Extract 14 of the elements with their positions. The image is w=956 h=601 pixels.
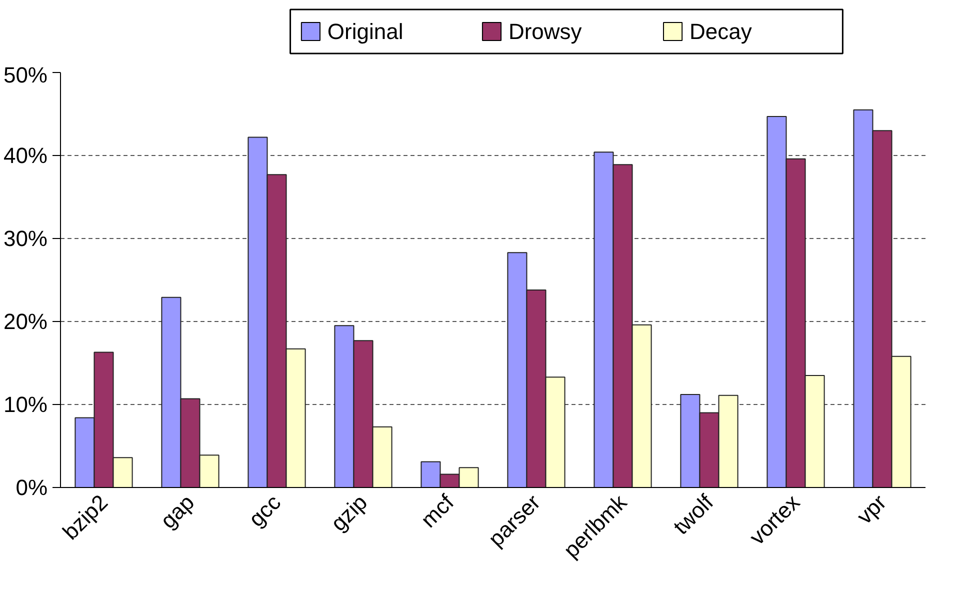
y-tick-label: 20% [3, 309, 48, 334]
x-tick-label: gzip [326, 490, 372, 536]
legend-label: Decay [690, 19, 752, 44]
y-tick-label: 0% [16, 475, 48, 500]
y-tick-label: 10% [3, 392, 48, 417]
y-tick-label: 40% [3, 143, 48, 168]
legend-label: Original [327, 19, 404, 44]
x-tick-label: mcf [416, 489, 460, 532]
legend-label: Drowsy [508, 19, 582, 44]
y-tick-label: 30% [3, 226, 48, 251]
x-tick-label: vpr [852, 490, 892, 529]
x-tick-label: gap [155, 490, 200, 534]
x-tick-label: gcc [244, 490, 286, 532]
y-tick-label: 50% [3, 62, 48, 88]
